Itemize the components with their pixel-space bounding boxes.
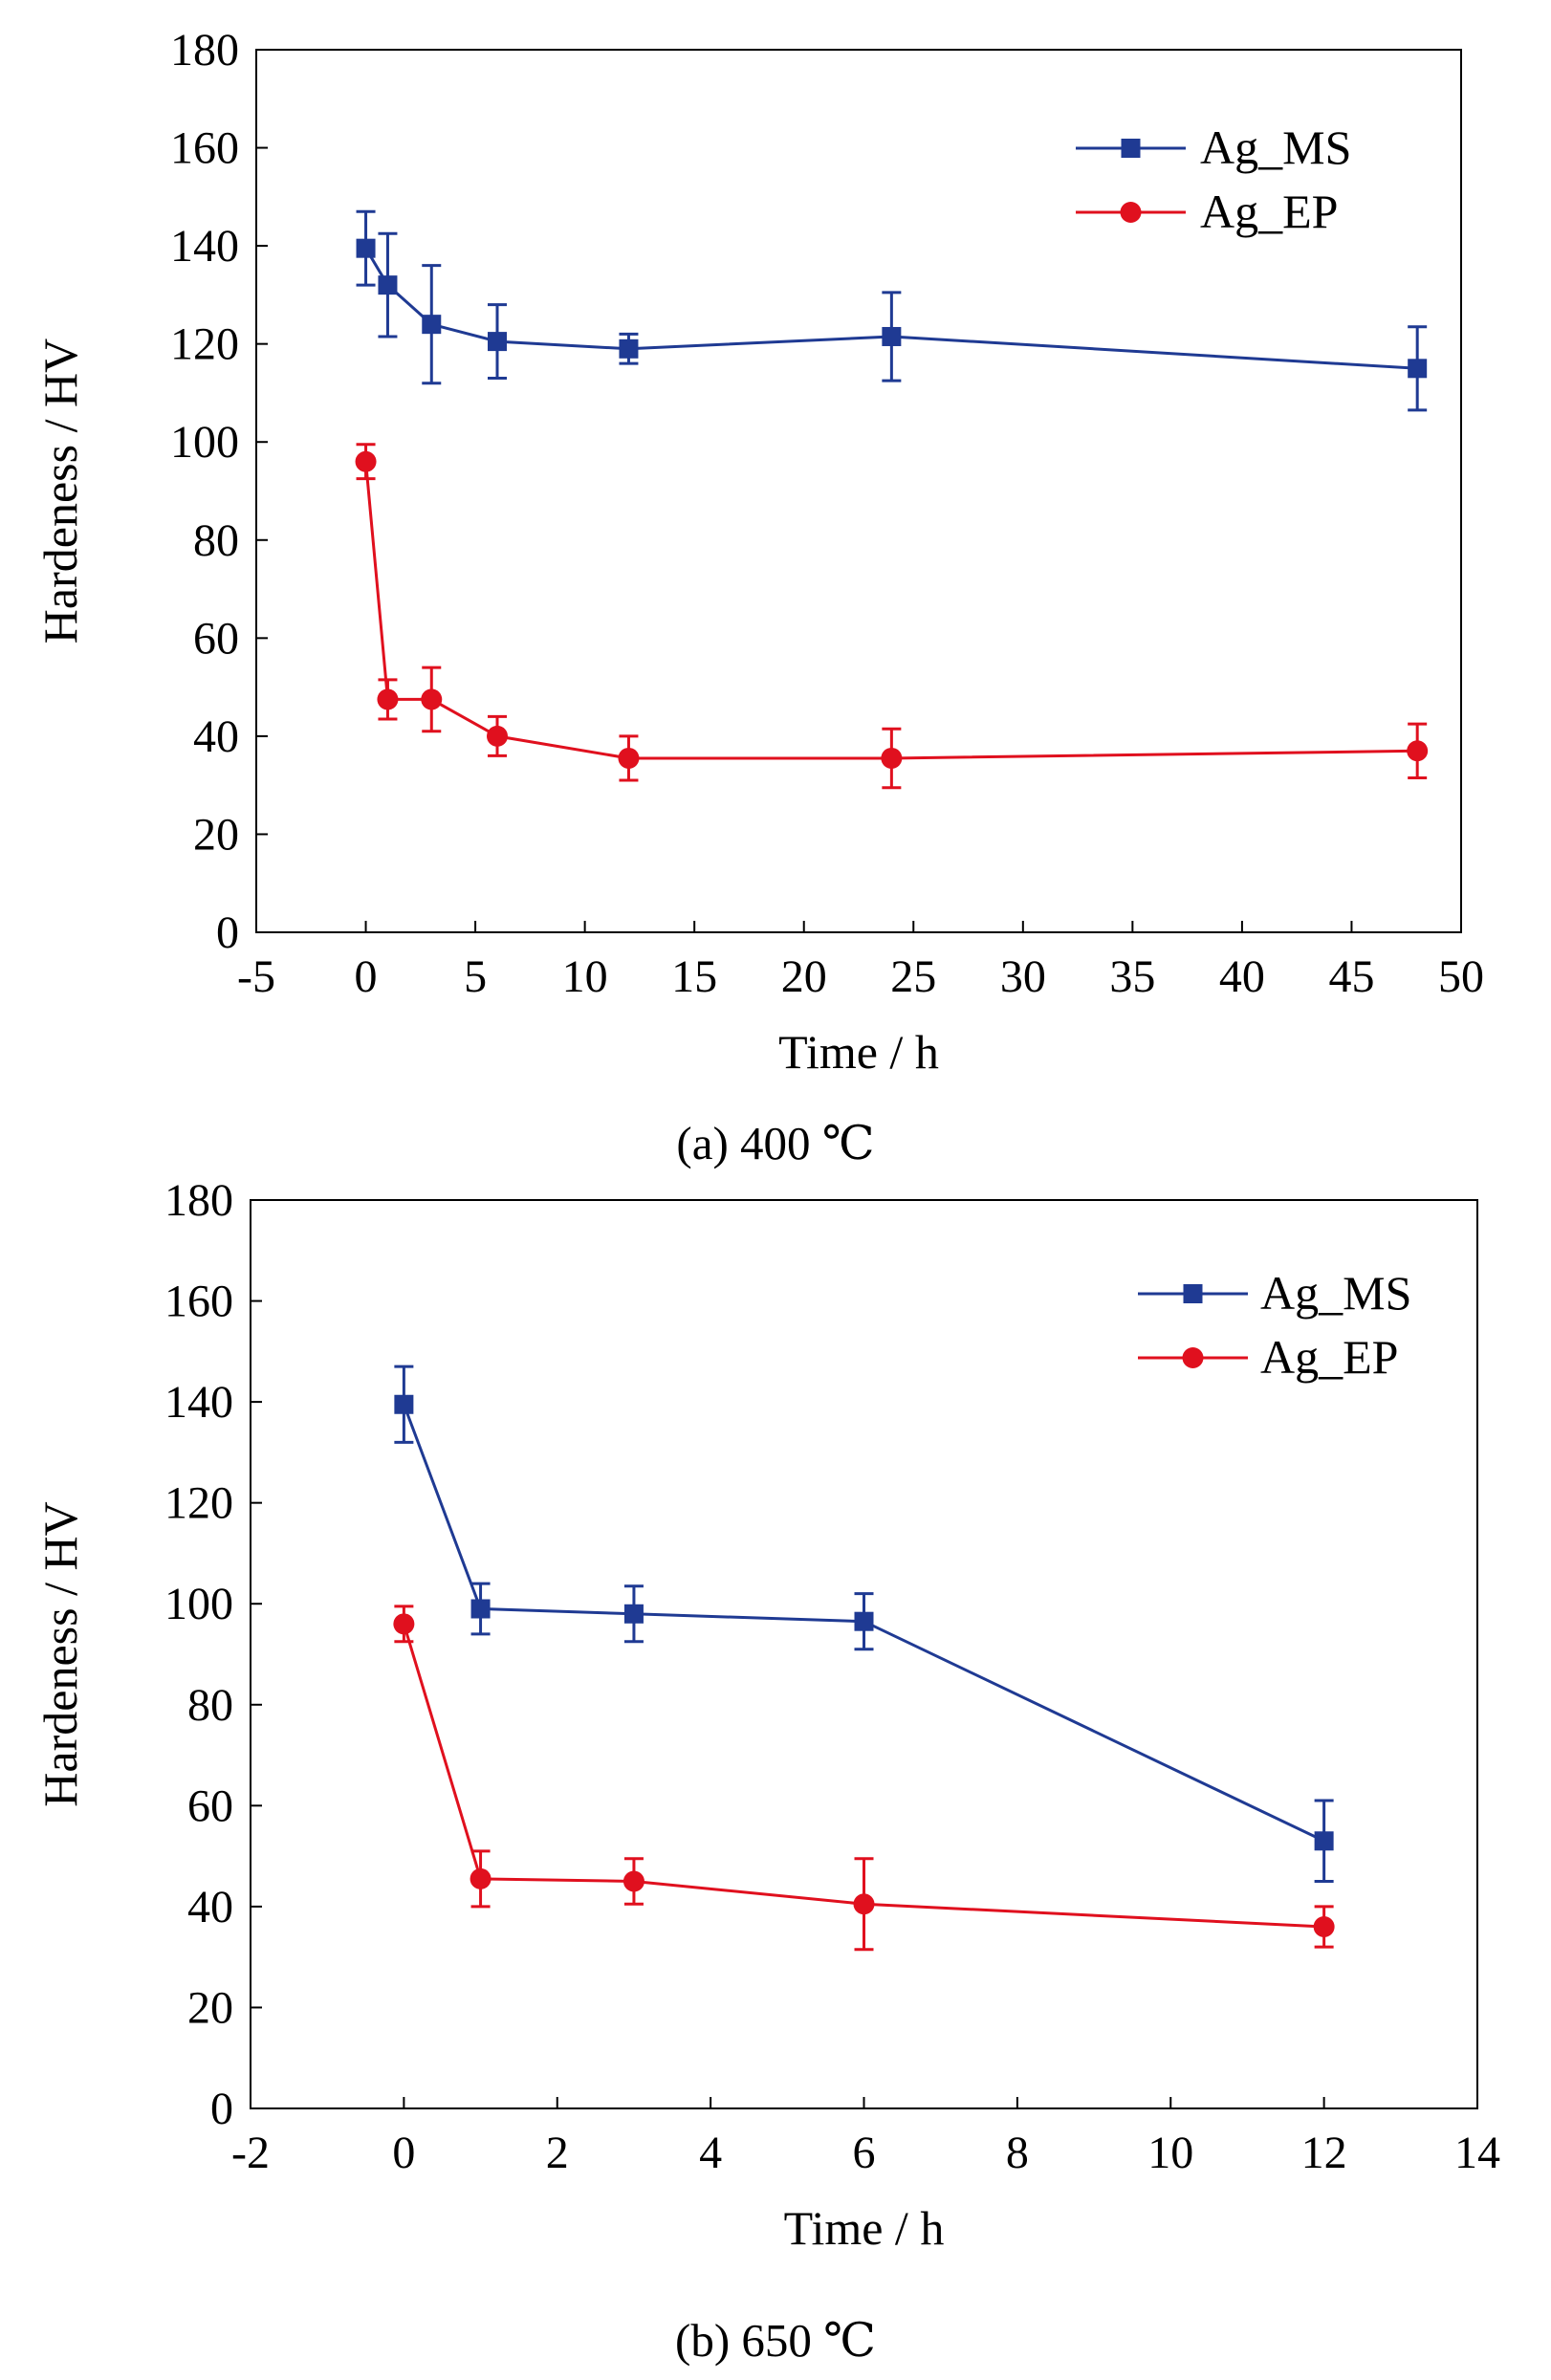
y-tick-label: 180 bbox=[164, 1175, 233, 1226]
y-tick-label: 120 bbox=[170, 319, 239, 370]
legend: Ag_MS Ag_EP bbox=[1076, 120, 1351, 238]
x-axis-title: Time / h bbox=[784, 2201, 945, 2255]
legend-marker bbox=[1121, 139, 1141, 158]
y-axis-title: Hardeness / HV bbox=[33, 338, 87, 644]
y-tick-label: 0 bbox=[210, 2084, 233, 2134]
data-point bbox=[1314, 1831, 1334, 1851]
data-point bbox=[488, 332, 507, 352]
x-tick-label: 14 bbox=[1454, 2128, 1500, 2178]
x-tick-label: 10 bbox=[562, 951, 608, 1002]
y-tick-label: 80 bbox=[193, 515, 239, 566]
data-point bbox=[356, 238, 376, 258]
data-point bbox=[882, 326, 902, 346]
data-point bbox=[422, 315, 442, 335]
series-Ag_MS bbox=[394, 1365, 1334, 1883]
y-tick-label: 20 bbox=[193, 809, 239, 860]
legend: Ag_MS Ag_EP bbox=[1138, 1266, 1411, 1384]
x-tick-label: 40 bbox=[1219, 951, 1265, 1002]
x-tick-label: 50 bbox=[1438, 951, 1484, 1002]
y-tick-label: 60 bbox=[187, 1780, 233, 1831]
data-point bbox=[853, 1893, 875, 1915]
data-point bbox=[470, 1599, 491, 1619]
y-tick-label: 80 bbox=[187, 1680, 233, 1731]
legend-label: Ag_MS bbox=[1200, 120, 1351, 174]
x-tick-label: 0 bbox=[392, 2128, 415, 2178]
x-tick-label: 0 bbox=[355, 951, 378, 1002]
y-tick-label: 140 bbox=[164, 1377, 233, 1428]
x-tick-label: 15 bbox=[671, 951, 717, 1002]
x-tick-label: 20 bbox=[781, 951, 827, 1002]
data-point bbox=[377, 688, 399, 710]
x-tick-label: 12 bbox=[1301, 2128, 1347, 2178]
data-point bbox=[393, 1613, 415, 1635]
legend-marker bbox=[1182, 1347, 1204, 1368]
x-tick-label: 5 bbox=[464, 951, 487, 1002]
x-tick-label: 4 bbox=[699, 2128, 722, 2178]
legend-marker bbox=[1120, 202, 1142, 223]
data-point bbox=[881, 747, 903, 769]
data-point bbox=[619, 338, 639, 359]
y-axis-title: Hardeness / HV bbox=[33, 1501, 87, 1806]
y-tick-label: 120 bbox=[164, 1478, 233, 1529]
data-point bbox=[623, 1604, 644, 1624]
data-point bbox=[421, 688, 443, 710]
x-tick-label: 35 bbox=[1109, 951, 1155, 1002]
y-tick-label: 100 bbox=[164, 1579, 233, 1629]
x-tick-label: 25 bbox=[890, 951, 936, 1002]
legend-label: Ag_EP bbox=[1200, 185, 1338, 238]
series-Ag_EP bbox=[393, 1605, 1335, 1952]
x-tick-label: 45 bbox=[1328, 951, 1374, 1002]
y-tick-label: 100 bbox=[170, 417, 239, 468]
x-axis-title: Time / h bbox=[778, 1025, 939, 1079]
series-Ag_MS bbox=[356, 209, 1428, 412]
x-tick-label: 8 bbox=[1006, 2128, 1029, 2178]
x-tick-label: 10 bbox=[1147, 2128, 1193, 2178]
data-point bbox=[378, 275, 398, 295]
y-tick-label: 160 bbox=[164, 1277, 233, 1327]
chart-a-caption: (a) 400 ℃ bbox=[676, 1117, 874, 1169]
chart-b-caption: (b) 650 ℃ bbox=[675, 2314, 876, 2367]
y-tick-label: 40 bbox=[193, 711, 239, 762]
series-Ag_EP bbox=[355, 443, 1429, 790]
legend-marker bbox=[1183, 1284, 1203, 1303]
data-point bbox=[394, 1394, 414, 1414]
series-line bbox=[364, 461, 1418, 760]
data-point bbox=[623, 1870, 644, 1892]
y-tick-label: 160 bbox=[170, 123, 239, 174]
y-tick-label: 0 bbox=[216, 907, 239, 958]
y-tick-label: 40 bbox=[187, 1882, 233, 1932]
data-point bbox=[470, 1867, 492, 1889]
legend-label: Ag_MS bbox=[1260, 1266, 1411, 1320]
data-point bbox=[854, 1611, 874, 1631]
plot-frame bbox=[255, 49, 1462, 933]
data-point bbox=[355, 450, 377, 472]
data-point bbox=[487, 725, 508, 747]
data-point bbox=[1408, 359, 1428, 379]
x-tick-label: -2 bbox=[231, 2128, 270, 2178]
data-point bbox=[1407, 740, 1429, 762]
y-tick-label: 20 bbox=[187, 1982, 233, 2033]
data-point bbox=[1313, 1916, 1335, 1937]
y-tick-label: 180 bbox=[170, 25, 239, 76]
x-tick-label: 6 bbox=[853, 2128, 876, 2178]
y-tick-label: 60 bbox=[193, 613, 239, 664]
x-tick-label: 2 bbox=[546, 2128, 569, 2178]
legend-label: Ag_EP bbox=[1260, 1330, 1398, 1384]
data-point bbox=[618, 747, 640, 769]
y-tick-label: 140 bbox=[170, 221, 239, 272]
x-tick-label: -5 bbox=[237, 951, 275, 1002]
x-tick-label: 30 bbox=[1000, 951, 1046, 1002]
